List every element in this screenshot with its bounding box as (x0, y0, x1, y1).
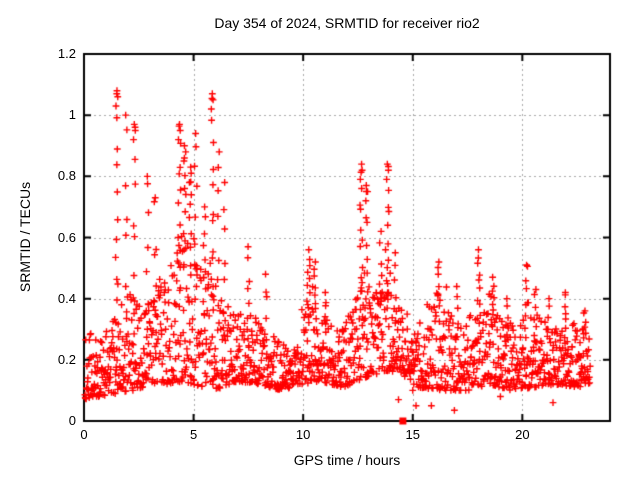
y-tick-label: 0.6 (57, 229, 76, 245)
y-tick-label: 1.2 (57, 46, 76, 61)
y-tick-label: 1 (68, 107, 76, 123)
y-tick-label: 0 (68, 413, 76, 428)
y-tick-label: 0.4 (57, 290, 76, 306)
x-tick-label: 10 (295, 427, 311, 442)
x-tick-label: 5 (189, 427, 198, 442)
chart-title: Day 354 of 2024, SRMTID for receiver rio… (214, 15, 480, 31)
x-tick-label: 0 (80, 427, 88, 442)
x-axis-label: GPS time / hours (293, 452, 401, 468)
y-tick-label: 0.2 (57, 351, 76, 367)
y-tick-label: 0.8 (57, 168, 76, 184)
x-tick-label: 15 (405, 427, 420, 442)
x-tick-label: 20 (515, 427, 530, 442)
